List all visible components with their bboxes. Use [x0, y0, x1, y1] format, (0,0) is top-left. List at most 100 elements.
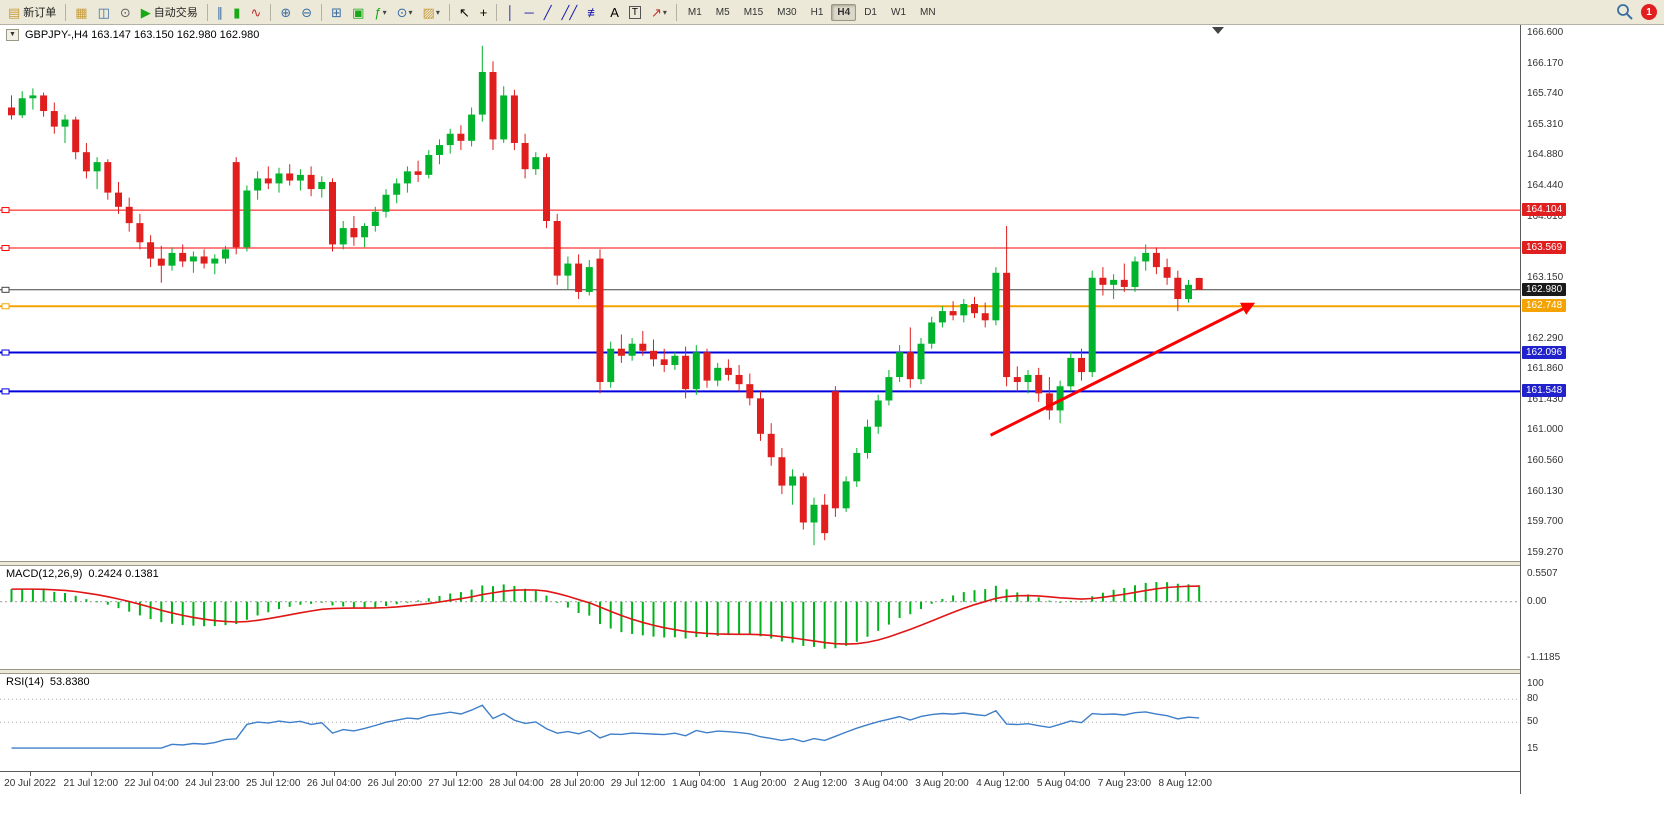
andrews-text-button[interactable]: A: [606, 1, 623, 23]
vertical-line-button[interactable]: │: [502, 1, 518, 23]
rsi-line: [11, 704, 1200, 749]
macd-histogram-bar: [406, 601, 409, 603]
candle-body: [906, 352, 914, 380]
price-badge-162.980: 162.980: [1522, 282, 1567, 296]
macd-histogram-bar: [288, 601, 291, 607]
periods-button[interactable]: ⊙ ▾: [393, 1, 417, 23]
candle-body: [211, 258, 219, 264]
candle-body: [200, 256, 208, 264]
new-order-button[interactable]: ▤ 新订单: [4, 1, 60, 23]
candlestick-canvas[interactable]: [0, 25, 1520, 561]
price-chart-pane[interactable]: ▼ GBPJPY-,H4 163.147 163.150 162.980 162…: [0, 25, 1520, 561]
timeframe-m5-button[interactable]: M5: [715, 6, 730, 18]
pane-splitter[interactable]: [0, 669, 1664, 674]
timeframe-mn-button[interactable]: MN: [920, 6, 936, 18]
candle-body: [1163, 267, 1171, 278]
hline-anchor-162.748[interactable]: [1, 303, 10, 310]
macd-histogram-bar: [866, 601, 869, 637]
candle-body: [222, 249, 229, 259]
candle-body: [232, 162, 240, 248]
macd-histogram-bar: [652, 601, 655, 637]
candle-body: [275, 173, 283, 184]
text-label-button[interactable]: T: [625, 1, 645, 23]
candlestick-chart-button[interactable]: ▮: [229, 1, 244, 23]
macd-histogram-bar: [663, 601, 666, 638]
price-tick-label: 161.000: [1527, 424, 1564, 436]
bar-chart-button[interactable]: ∥: [213, 1, 228, 23]
hline-anchor-164.104[interactable]: [1, 207, 10, 214]
candle-body: [1035, 374, 1043, 394]
main-toolbar: ▤ 新订单 ▦ ◫ ⊙ ▶ 自动交易 ∥ ▮ ∿ ⊕ ⊖ ⊞ ▣ ƒ ▾ ⊙ ▾ ▨ ▾ ↖ + │ ─ ╱ ╱╱ ≢ A T ↗ ▾ M1…: [0, 0, 1664, 25]
rsi-tick-label: 100: [1527, 678, 1544, 689]
macd-histogram-bar: [363, 601, 366, 609]
trend-arrow[interactable]: [989, 302, 1256, 437]
market-watch-button[interactable]: ◫: [94, 1, 114, 23]
search-icon[interactable]: [1616, 3, 1634, 21]
hline-anchor-161.548[interactable]: [1, 388, 10, 395]
price-axis[interactable]: 166.600 166.170 165.740 165.310 164.880 164.4…: [1520, 25, 1664, 794]
hline-anchor-162.096[interactable]: [1, 349, 10, 356]
candle-body: [585, 267, 593, 292]
pane-splitter[interactable]: [0, 561, 1664, 566]
time-axis[interactable]: 20 Jul 2022 21 Jul 12:00 22 Jul 04:00 24 Ju…: [0, 771, 1664, 794]
candle-body: [757, 398, 764, 434]
auto-trading-button[interactable]: ▶ 自动交易: [137, 1, 202, 23]
horizontal-line-button[interactable]: ─: [520, 1, 537, 23]
candle-body: [1195, 277, 1203, 290]
arrows-button[interactable]: ↗ ▾: [647, 1, 671, 23]
time-tick: [394, 772, 396, 776]
macd-histogram-bar: [1027, 594, 1029, 602]
candle-body: [1099, 277, 1107, 285]
collapse-chart-icon[interactable]: ▼: [6, 29, 19, 41]
crosshair-button[interactable]: +: [476, 1, 492, 23]
trendline-button[interactable]: ╱: [540, 1, 556, 23]
notification-badge[interactable]: 1: [1641, 4, 1657, 20]
rsi-pane[interactable]: RSI(14) 53.8380: [0, 674, 1520, 771]
timeframe-h1-button[interactable]: H1: [810, 6, 824, 18]
fibonacci-button[interactable]: ≢: [583, 1, 604, 23]
indicators-button[interactable]: ƒ ▾: [370, 1, 390, 23]
time-tick-label: 1 Aug 04:00: [672, 778, 726, 789]
rsi-canvas[interactable]: [0, 674, 1520, 771]
hline-anchor-162.980[interactable]: [1, 286, 10, 293]
candle-body: [157, 258, 165, 266]
tile-windows-button[interactable]: ⊞: [327, 1, 346, 23]
caret-down-icon: ▾: [408, 7, 413, 17]
line-chart-button[interactable]: ∿: [246, 1, 265, 23]
navigator-button[interactable]: ⊙: [116, 1, 135, 23]
channel-button[interactable]: ╱╱: [558, 1, 582, 23]
macd-histogram-bar: [374, 601, 377, 608]
timeframe-d1-button[interactable]: D1: [864, 6, 877, 18]
timeframe-h4-button[interactable]: H4: [831, 3, 857, 21]
hline-anchor-163.569[interactable]: [1, 245, 10, 252]
zoom-in-button[interactable]: ⊕: [276, 1, 295, 23]
template-icon: ▨: [422, 4, 435, 20]
zoom-out-button[interactable]: ⊖: [297, 1, 316, 23]
templates-button[interactable]: ▨ ▾: [419, 1, 444, 23]
macd-histogram-bar: [470, 589, 473, 602]
candle-body: [296, 174, 304, 181]
timeframe-m15-button[interactable]: M15: [743, 6, 764, 18]
macd-histogram-bar: [85, 599, 88, 602]
toolbar-separator: [206, 3, 208, 21]
candle-body: [874, 400, 882, 427]
timeframe-w1-button[interactable]: W1: [891, 6, 906, 18]
macd-histogram-bar: [492, 586, 494, 602]
time-tick: [577, 772, 579, 776]
macd-histogram-bar: [673, 601, 676, 638]
timeframe-m30-button[interactable]: M30: [777, 6, 797, 18]
macd-histogram-bar: [1069, 601, 1072, 603]
rsi-name: RSI(14): [6, 676, 44, 688]
profiles-button[interactable]: ▦: [71, 1, 91, 23]
macd-histogram-bar: [278, 601, 280, 610]
macd-histogram-bar: [770, 601, 773, 639]
price-tick-label: 165.740: [1527, 88, 1564, 99]
candle-body: [564, 263, 572, 276]
auto-arrange-button[interactable]: ▣: [348, 1, 368, 23]
chart-area: ▼ GBPJPY-,H4 163.147 163.150 162.980 162…: [0, 25, 1664, 839]
cursor-button[interactable]: ↖: [455, 1, 474, 23]
candle-body: [361, 225, 369, 238]
macd-pane[interactable]: MACD(12,26,9) 0.2424 0.1381: [0, 566, 1520, 669]
macd-canvas[interactable]: [0, 566, 1520, 669]
timeframe-m1-button[interactable]: M1: [687, 6, 702, 18]
